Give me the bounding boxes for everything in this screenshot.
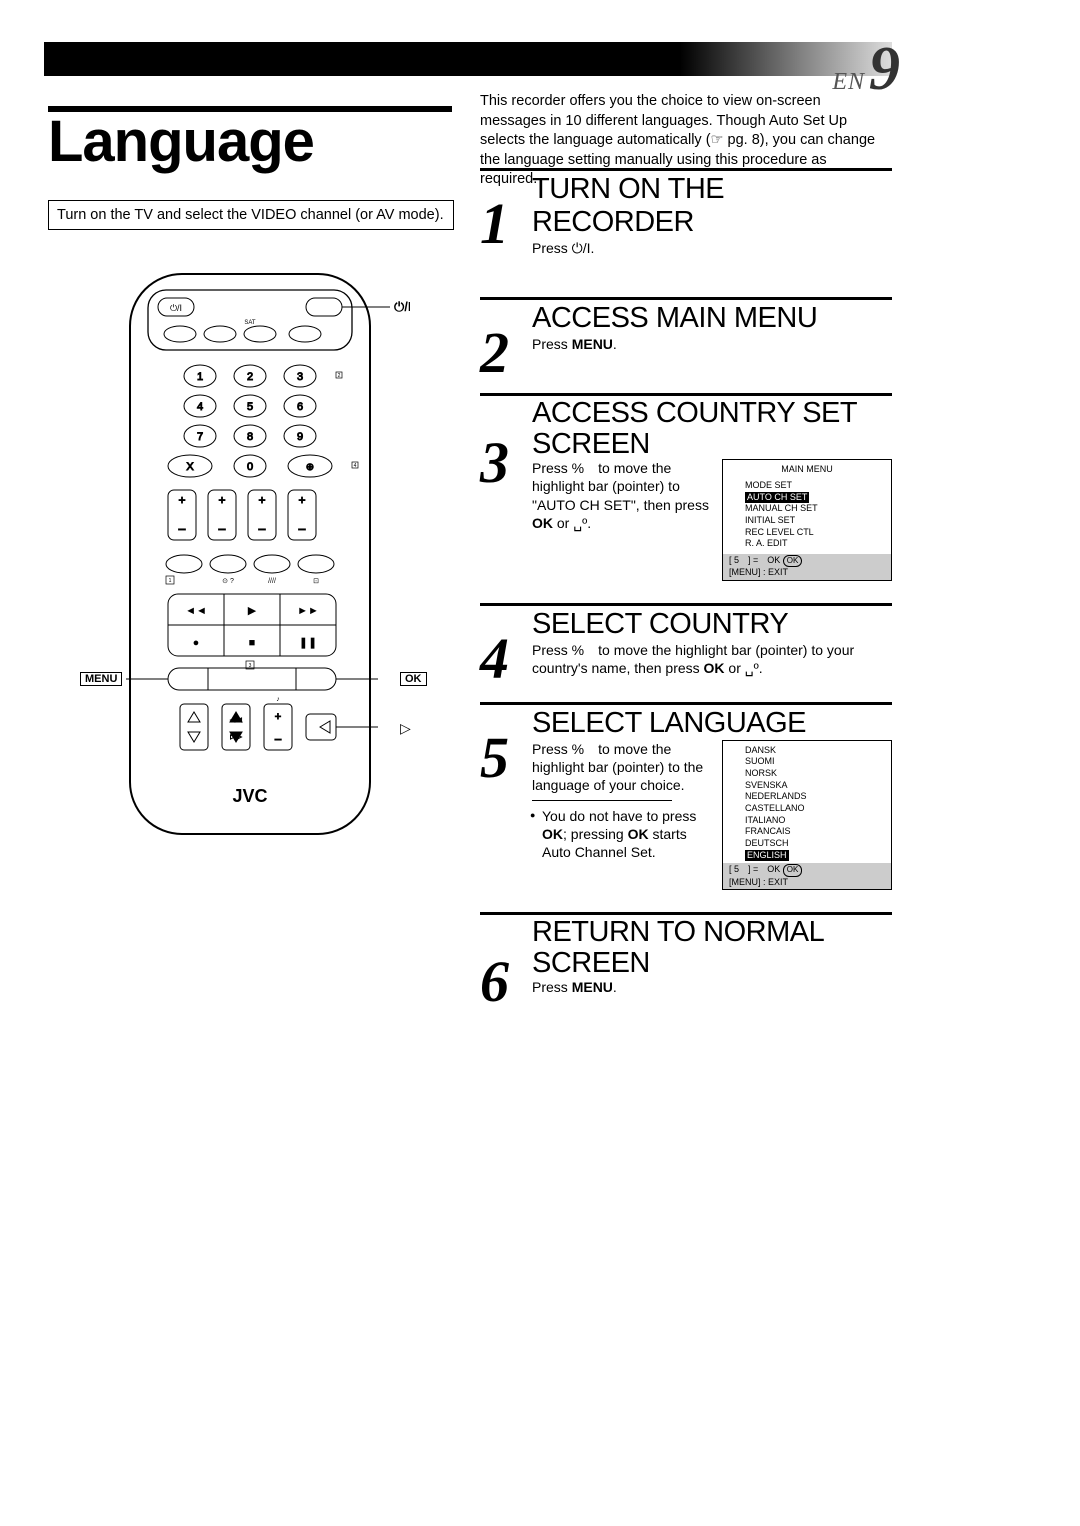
step-4-title: SELECT COUNTRY bbox=[480, 608, 892, 641]
menu-label: MENU bbox=[80, 672, 122, 686]
svg-text:1: 1 bbox=[197, 371, 203, 383]
note-box: Turn on the TV and select the VIDEO chan… bbox=[48, 200, 454, 230]
page-title: Language bbox=[48, 108, 314, 175]
svg-text:−: − bbox=[218, 521, 226, 537]
svg-text:❚❚: ❚❚ bbox=[299, 637, 317, 649]
svg-text:+: + bbox=[258, 493, 265, 507]
svg-text:6: 6 bbox=[297, 401, 303, 413]
menu-footer: [ 5 ] = OK OK [MENU] : EXIT bbox=[723, 554, 891, 580]
svg-text:−: − bbox=[178, 521, 186, 537]
svg-text:●: ● bbox=[193, 637, 200, 649]
step-4-num: 4 bbox=[480, 625, 509, 692]
step-5-note: You do not have to press OK; pressing OK… bbox=[532, 807, 710, 862]
step-3-text: Press % to move the highlight bar (point… bbox=[532, 459, 710, 581]
lang-items: DANSKSUOMINORSKSVENSKANEDERLANDSCASTELLA… bbox=[723, 741, 891, 864]
svg-text:2: 2 bbox=[247, 371, 253, 383]
step-5-body: Press % to move the highlight bar (point… bbox=[480, 740, 892, 891]
svg-text:3: 3 bbox=[297, 371, 303, 383]
step-6: RETURN TO NORMAL SCREEN 6 Press MENU. bbox=[480, 912, 892, 996]
svg-text:8: 8 bbox=[247, 431, 253, 443]
svg-text:7: 7 bbox=[197, 431, 203, 443]
svg-text:+: + bbox=[218, 493, 225, 507]
lang-footer: [ 5 ] = OK OK [MENU] : EXIT bbox=[723, 863, 891, 889]
svg-text:0: 0 bbox=[247, 461, 253, 473]
svg-text:►►: ►► bbox=[229, 734, 243, 741]
step-1-num: 1 bbox=[480, 190, 509, 257]
svg-text:3: 3 bbox=[249, 663, 252, 669]
step-2-num: 2 bbox=[480, 319, 509, 386]
step-6-num: 6 bbox=[480, 948, 509, 1015]
svg-text:+: + bbox=[298, 493, 305, 507]
step-5: SELECT LANGUAGE 5 Press % to move the hi… bbox=[480, 702, 892, 891]
menu-title: MAIN MENU bbox=[723, 464, 891, 476]
main-menu-box: MAIN MENU MODE SETAUTO CH SETMANUAL CH S… bbox=[722, 459, 892, 581]
svg-text:▶: ▶ bbox=[248, 605, 257, 617]
svg-text:JVC: JVC bbox=[232, 786, 267, 806]
svg-text:⊡: ⊡ bbox=[313, 578, 319, 585]
step-1-title: TURN ON THE RECORDER bbox=[480, 173, 892, 239]
svg-text:+: + bbox=[178, 493, 185, 507]
svg-text:5: 5 bbox=[247, 401, 253, 413]
step-5-title: SELECT LANGUAGE bbox=[480, 707, 892, 740]
svg-text:X: X bbox=[186, 461, 194, 473]
svg-text:−: − bbox=[274, 732, 282, 747]
svg-text:−: − bbox=[258, 521, 266, 537]
step-3-body: Press % to move the highlight bar (point… bbox=[480, 459, 892, 581]
svg-text:♪: ♪ bbox=[276, 696, 280, 703]
svg-text:⊕: ⊕ bbox=[306, 462, 314, 473]
svg-text:■: ■ bbox=[249, 637, 256, 649]
step-3-num: 3 bbox=[480, 429, 509, 496]
svg-text:+: + bbox=[275, 711, 281, 723]
step-1-body: Press ⏻/I. bbox=[480, 239, 892, 257]
step-5-text: Press % to move the highlight bar (point… bbox=[532, 740, 710, 795]
svg-text:SAT: SAT bbox=[244, 320, 256, 326]
step-5-num: 5 bbox=[480, 724, 509, 791]
step-2-body: Press MENU. bbox=[480, 335, 892, 353]
svg-text:9: 9 bbox=[297, 431, 303, 443]
svg-text:⏻/I: ⏻/I bbox=[170, 303, 182, 313]
svg-text:2: 2 bbox=[338, 373, 341, 379]
right-arrow-label: ▷ bbox=[400, 720, 411, 737]
ok-label: OK bbox=[400, 672, 427, 686]
svg-text:◄◄: ◄◄ bbox=[229, 717, 243, 724]
svg-text:⏻/I: ⏻/I bbox=[394, 299, 410, 314]
steps-column: TURN ON THE RECORDER 1 Press ⏻/I. ACCESS… bbox=[480, 168, 892, 1019]
svg-text:⊙ ?: ⊙ ? bbox=[222, 578, 234, 585]
remote-illustration: ⏻/I ⏻/I SAT 1 2 3 4 5 6 7 8 9 X 0 ⊕ 2 4 … bbox=[90, 264, 410, 854]
svg-text:1: 1 bbox=[169, 578, 172, 584]
language-box: DANSKSUOMINORSKSVENSKANEDERLANDSCASTELLA… bbox=[722, 740, 892, 891]
svg-text:////: //// bbox=[268, 578, 276, 585]
svg-text:►►: ►► bbox=[297, 605, 319, 617]
step-1: TURN ON THE RECORDER 1 Press ⏻/I. bbox=[480, 168, 892, 257]
svg-text:4: 4 bbox=[354, 463, 357, 469]
svg-text:4: 4 bbox=[197, 401, 203, 413]
step-6-title: RETURN TO NORMAL SCREEN bbox=[480, 917, 892, 978]
step-4: SELECT COUNTRY 4 Press % to move the hig… bbox=[480, 603, 892, 677]
step-3: ACCESS COUNTRY SET SCREEN 3 Press % to m… bbox=[480, 393, 892, 581]
step-6-body: Press MENU. bbox=[480, 978, 892, 996]
step-3-title: ACCESS COUNTRY SET SCREEN bbox=[480, 398, 892, 459]
step-2-title: ACCESS MAIN MENU bbox=[480, 302, 892, 335]
step-4-body: Press % to move the highlight bar (point… bbox=[480, 641, 892, 677]
header-bar bbox=[44, 42, 892, 76]
menu-items: MODE SETAUTO CH SETMANUAL CH SETINITIAL … bbox=[723, 480, 891, 554]
svg-text:−: − bbox=[298, 521, 306, 537]
step-2: ACCESS MAIN MENU 2 Press MENU. bbox=[480, 297, 892, 353]
svg-text:◄◄: ◄◄ bbox=[185, 605, 207, 617]
